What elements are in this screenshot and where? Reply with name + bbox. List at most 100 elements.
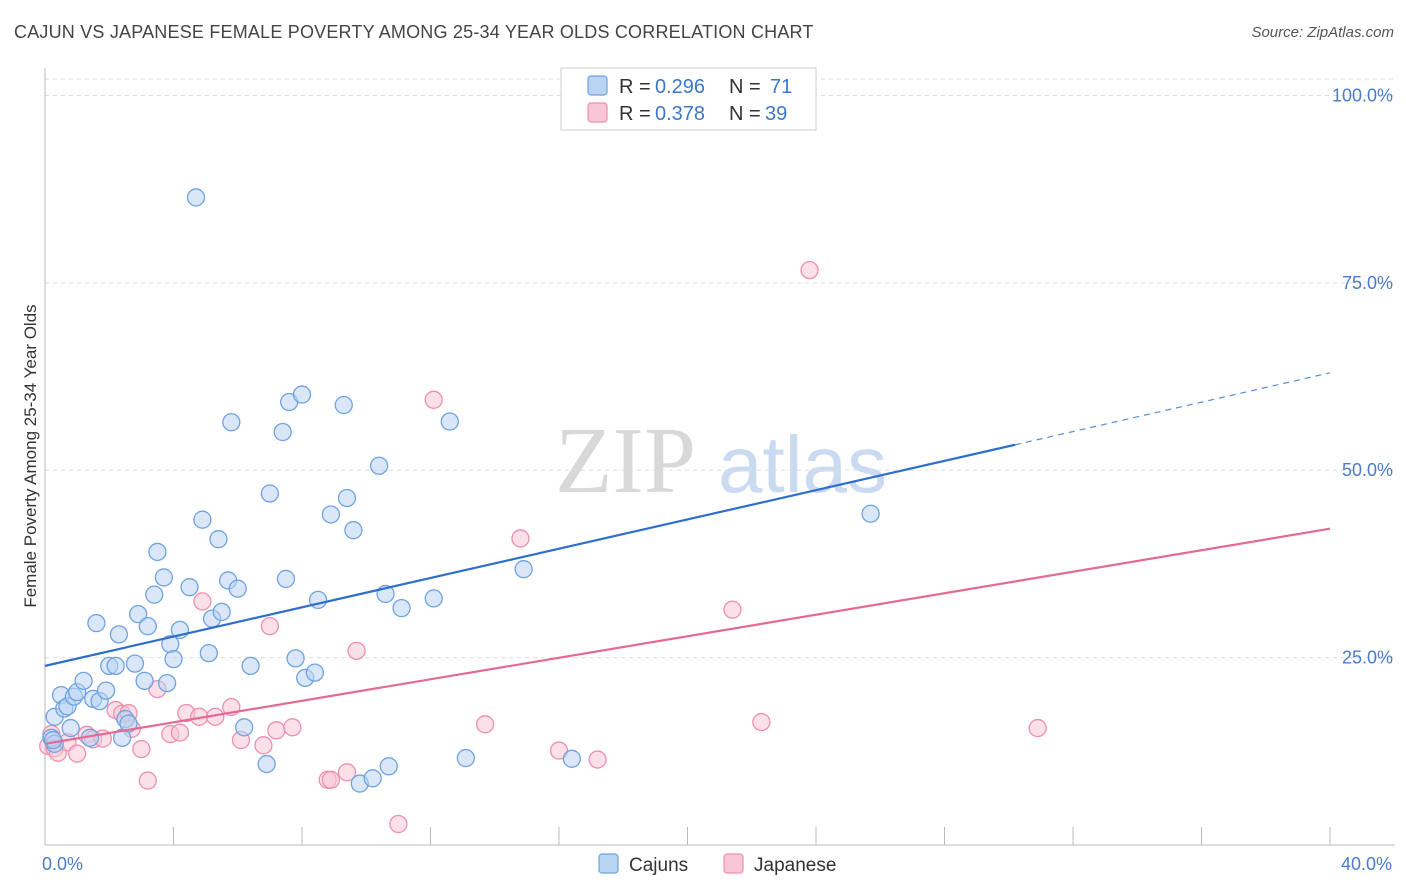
- y-tick-label-0: 100.0%: [1332, 85, 1393, 105]
- gridlines: [45, 78, 1395, 659]
- japanese-point-26: [267, 721, 286, 740]
- cajun-point-35: [199, 643, 218, 663]
- cajun-point-37: [209, 530, 228, 549]
- japanese-point-27: [283, 718, 302, 737]
- axes: [44, 68, 1395, 846]
- japanese-point-29: [321, 770, 341, 789]
- bottom-legend-swatch-japanese: [723, 853, 744, 874]
- cajun-point-46: [273, 422, 292, 442]
- cajun-point-67: [514, 560, 533, 579]
- japanese-trend-line: [44, 527, 1331, 745]
- series-japanese-points: [39, 260, 1047, 834]
- bottom-legend-label-japanese: Japanese: [754, 855, 836, 876]
- legend-swatch-japanese: [587, 102, 608, 123]
- japanese-point-35: [511, 529, 530, 548]
- cajun-point-16: [106, 656, 125, 676]
- y-tick-label-1: 75.0%: [1342, 273, 1393, 293]
- japanese-point-37: [588, 750, 607, 769]
- bottom-legend-label-cajun: Cajuns: [629, 855, 688, 876]
- x-tick-labels: 0.0% 40.0%: [42, 854, 1392, 874]
- cajun-point-56: [337, 488, 357, 508]
- japanese-point-5: [67, 744, 87, 763]
- x-tick-label-right: 40.0%: [1341, 854, 1392, 874]
- japanese-point-34: [475, 715, 495, 734]
- cajun-point-20: [119, 714, 138, 733]
- watermark: ZIP atlas: [555, 409, 887, 513]
- legend-n-value-cajun: 71: [770, 76, 792, 98]
- cajun-point-47: [276, 569, 296, 589]
- cajun-point-30: [164, 649, 183, 669]
- legend: R = 0.296 N = 71 R = 0.378 N = 39: [560, 67, 817, 131]
- cajun-point-65: [440, 412, 459, 431]
- cajun-point-25: [145, 585, 164, 604]
- cajun-point-44: [257, 754, 276, 774]
- cajun-trend-line: [44, 443, 1016, 667]
- japanese-point-25: [260, 616, 280, 636]
- cajun-point-17: [109, 625, 129, 644]
- bottom-legend: Cajuns Japanese: [598, 853, 836, 876]
- cajun-point-32: [180, 578, 199, 597]
- japanese-point-38: [723, 600, 742, 619]
- cajun-point-45: [260, 484, 280, 503]
- cajun-point-12: [87, 613, 106, 633]
- cajun-point-68: [562, 749, 581, 768]
- y-tick-label-2: 50.0%: [1342, 460, 1393, 480]
- cajun-point-42: [235, 718, 254, 737]
- cajun-point-54: [321, 505, 341, 524]
- cajun-point-40: [222, 413, 241, 432]
- japanese-point-13: [132, 739, 151, 759]
- legend-r-label-japanese: R =: [619, 103, 651, 125]
- bottom-legend-swatch-cajun: [598, 853, 619, 874]
- cajun-point-22: [129, 604, 148, 624]
- cajun-point-63: [392, 599, 411, 618]
- series-cajun-points: [42, 188, 880, 793]
- cajun-point-33: [186, 188, 206, 207]
- cajun-point-59: [363, 769, 382, 788]
- japanese-point-20: [193, 592, 212, 611]
- legend-n-label-cajun: N =: [729, 76, 761, 98]
- legend-n-label-japanese: N =: [729, 103, 761, 125]
- trend-lines: [44, 372, 1331, 745]
- japanese-point-17: [170, 723, 190, 742]
- cajun-point-14: [96, 681, 116, 700]
- legend-r-label-cajun: R =: [619, 76, 651, 98]
- y-axis-title: Female Poverty Among 25-34 Year Olds: [21, 304, 40, 607]
- legend-r-value-japanese: 0.378: [655, 103, 705, 125]
- cajun-point-64: [424, 589, 443, 608]
- japanese-point-31: [347, 641, 366, 661]
- cajun-point-28: [157, 673, 177, 693]
- legend-n-value-japanese: 39: [765, 103, 787, 125]
- cajun-point-6: [61, 718, 80, 738]
- watermark-atlas: atlas: [718, 420, 887, 509]
- cajun-point-9: [74, 671, 93, 691]
- japanese-point-24: [254, 736, 273, 755]
- japanese-point-32: [389, 814, 408, 834]
- cajun-point-66: [456, 748, 475, 768]
- cajun-point-69: [861, 504, 880, 523]
- watermark-zip: ZIP: [555, 409, 696, 513]
- cajun-point-60: [369, 456, 389, 475]
- cajun-point-26: [148, 542, 167, 562]
- legend-swatch-cajun: [587, 75, 608, 96]
- cajun-point-55: [334, 395, 353, 415]
- y-tick-label-3: 25.0%: [1342, 648, 1393, 668]
- japanese-point-39: [752, 712, 771, 732]
- y-tick-labels: 100.0% 75.0% 50.0% 25.0%: [1332, 85, 1393, 667]
- japanese-point-14: [138, 771, 157, 790]
- cajun-point-62: [379, 757, 398, 776]
- japanese-point-30: [337, 763, 357, 782]
- cajun-point-34: [193, 510, 212, 529]
- cajun-point-57: [344, 521, 363, 540]
- cajun-point-41: [228, 579, 247, 598]
- chart-title: CAJUN VS JAPANESE FEMALE POVERTY AMONG 2…: [14, 22, 814, 42]
- japanese-point-33: [424, 390, 443, 409]
- cajun-trend-extension: [1015, 372, 1331, 446]
- cajun-point-38: [212, 602, 231, 622]
- cajun-point-70: [43, 730, 63, 750]
- cajun-point-50: [292, 385, 312, 404]
- cajun-point-49: [286, 649, 305, 668]
- x-tick-label-left: 0.0%: [42, 854, 83, 874]
- chart-source: Source: ZipAtlas.com: [1251, 24, 1394, 41]
- japanese-point-41: [1028, 718, 1047, 738]
